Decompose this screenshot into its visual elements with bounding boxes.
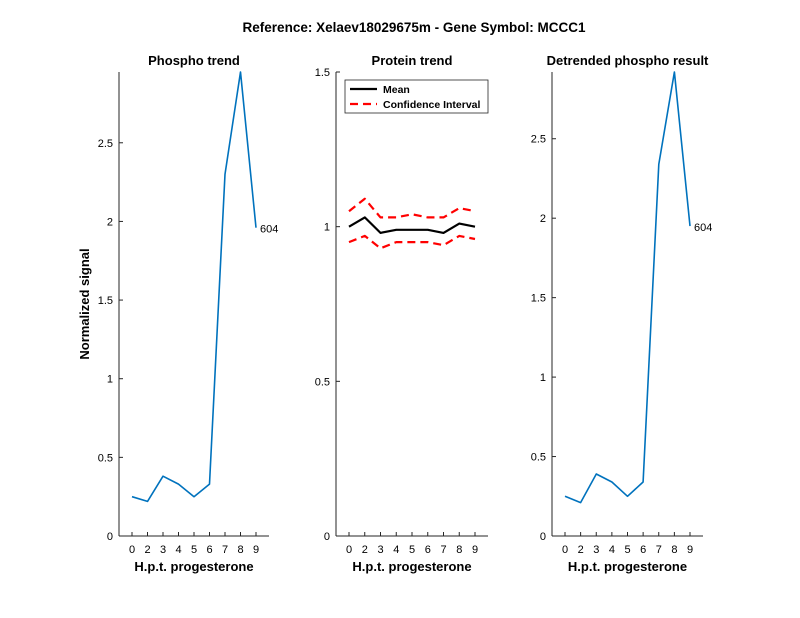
- x-tick-label: 3: [593, 544, 599, 556]
- x-tick-label: 8: [237, 544, 243, 556]
- x-tick-label: 5: [191, 544, 197, 556]
- x-tick-label: 4: [175, 544, 181, 556]
- series-end-label: 604: [260, 224, 278, 236]
- x-tick-label: 0: [562, 544, 568, 556]
- y-tick-label: 0.5: [531, 452, 546, 464]
- x-tick-label: 7: [656, 544, 662, 556]
- y-tick-label: 1: [107, 374, 113, 386]
- y-tick-label: 0: [324, 531, 330, 543]
- y-tick-label: 1: [540, 372, 546, 384]
- y-tick-label: 2.5: [98, 138, 113, 150]
- x-tick-label: 5: [409, 544, 415, 556]
- legend: Mean Confidence Interval: [344, 79, 489, 114]
- y-tick-label: 1.5: [98, 295, 113, 307]
- x-tick-label: 6: [206, 544, 212, 556]
- x-axis-label: H.p.t. progesterone: [352, 559, 471, 574]
- x-tick-label: 9: [253, 544, 259, 556]
- series-line-1: [131, 71, 257, 503]
- x-tick-label: 3: [377, 544, 383, 556]
- x-tick-label: 7: [222, 544, 228, 556]
- x-axis-label: H.p.t. progesterone: [568, 559, 687, 574]
- y-tick-label: 1.5: [315, 67, 330, 79]
- x-tick-label: 7: [440, 544, 446, 556]
- x-tick-label: 4: [393, 544, 399, 556]
- x-tick-label: 9: [687, 544, 693, 556]
- legend-label: Mean: [383, 84, 410, 96]
- x-tick-label: 6: [640, 544, 646, 556]
- y-axis-label: Normalized signal: [77, 248, 92, 359]
- y-tick-label: 1.5: [531, 293, 546, 305]
- x-tick-label: 2: [362, 544, 368, 556]
- x-axis-label: H.p.t. progesterone: [134, 559, 253, 574]
- x-tick-label: 6: [425, 544, 431, 556]
- x-tick-label: 4: [609, 544, 615, 556]
- panel-title: Protein trend: [372, 53, 453, 68]
- x-tick-label: 8: [456, 544, 462, 556]
- x-tick-label: 0: [346, 544, 352, 556]
- legend-box: [344, 79, 489, 114]
- figure-suptitle: Reference: Xelaev18029675m - Gene Symbol…: [243, 20, 586, 35]
- series-line-3: [348, 234, 476, 250]
- y-tick-label: 0.5: [98, 452, 113, 464]
- x-tick-label: 3: [160, 544, 166, 556]
- panel-title: Phospho trend: [148, 53, 240, 68]
- series-end-label: 604: [694, 222, 712, 234]
- series-line-1: [348, 216, 476, 234]
- y-tick-label: 0: [107, 531, 113, 543]
- x-tick-label: 0: [129, 544, 135, 556]
- series-line-1: [564, 71, 691, 504]
- x-tick-label: 2: [144, 544, 150, 556]
- y-tick-label: 0.5: [315, 376, 330, 388]
- x-tick-label: 2: [578, 544, 584, 556]
- y-tick-label: 1: [324, 222, 330, 234]
- y-tick-label: 2: [540, 213, 546, 225]
- panel-title: Detrended phospho result: [547, 53, 709, 68]
- y-tick-label: 0: [540, 531, 546, 543]
- y-tick-label: 2: [107, 216, 113, 228]
- x-tick-label: 8: [671, 544, 677, 556]
- legend-label: Confidence Interval: [383, 99, 481, 111]
- y-tick-label: 2.5: [531, 134, 546, 146]
- x-tick-label: 9: [472, 544, 478, 556]
- x-tick-label: 5: [624, 544, 630, 556]
- series-line-2: [348, 197, 476, 219]
